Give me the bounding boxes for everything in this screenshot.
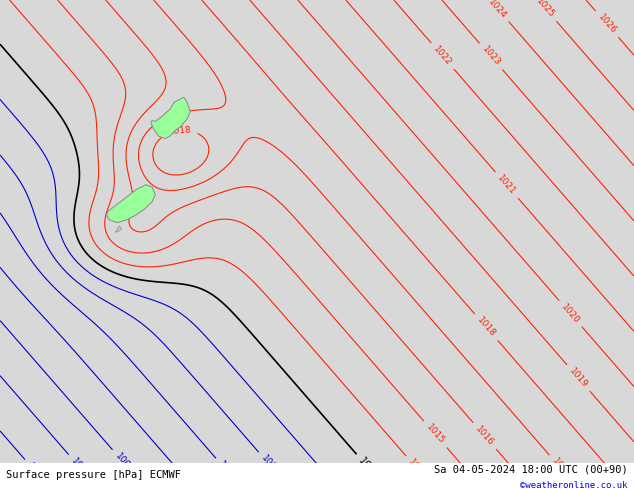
Text: Sa 04-05-2024 18:00 UTC (00+90): Sa 04-05-2024 18:00 UTC (00+90) (434, 465, 628, 475)
Text: 1023: 1023 (480, 45, 502, 68)
Text: 1010: 1010 (216, 460, 238, 483)
Text: 1014: 1014 (406, 458, 429, 481)
Polygon shape (115, 226, 122, 232)
Text: 1018: 1018 (476, 316, 497, 339)
Text: 1026: 1026 (596, 13, 618, 36)
Text: 1022: 1022 (432, 45, 453, 68)
Text: 1025: 1025 (534, 0, 556, 20)
FancyBboxPatch shape (0, 463, 634, 490)
Text: 1012: 1012 (318, 466, 340, 489)
Text: 1008: 1008 (113, 451, 135, 475)
Text: 1018: 1018 (169, 125, 192, 136)
Text: 1015: 1015 (424, 423, 446, 446)
Text: 1019: 1019 (567, 367, 590, 390)
Text: Surface pressure [hPa] ECMWF: Surface pressure [hPa] ECMWF (6, 470, 181, 481)
Text: 1007: 1007 (69, 456, 91, 479)
Polygon shape (107, 185, 155, 222)
Text: 1024: 1024 (486, 0, 508, 20)
Text: 1016: 1016 (474, 424, 496, 447)
Text: 1017: 1017 (550, 457, 572, 480)
Text: 1021: 1021 (496, 173, 518, 197)
Text: ©weatheronline.co.uk: ©weatheronline.co.uk (520, 481, 628, 490)
Text: 1020: 1020 (560, 302, 581, 325)
Polygon shape (151, 97, 190, 139)
Text: 1011: 1011 (259, 454, 281, 477)
Text: 1006: 1006 (25, 461, 48, 484)
Text: 1013: 1013 (357, 456, 380, 481)
Text: 1009: 1009 (172, 465, 195, 488)
